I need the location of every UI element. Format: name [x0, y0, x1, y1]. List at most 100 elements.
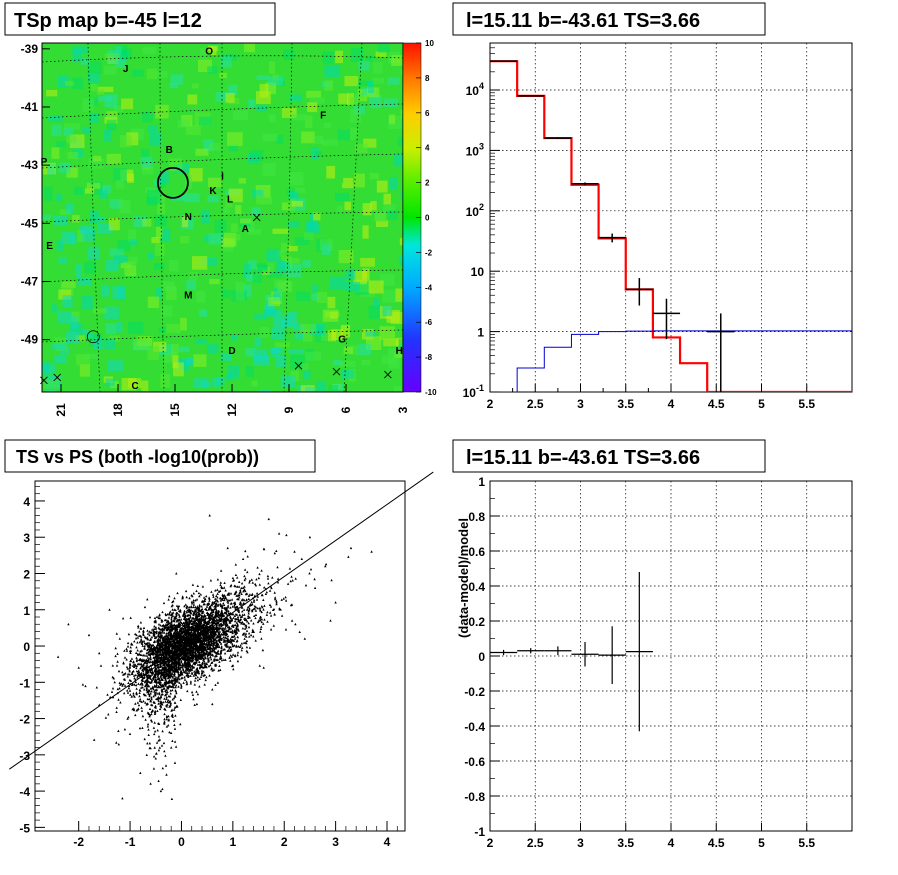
- map-cell: [58, 162, 71, 173]
- map-cell: [106, 119, 117, 131]
- spectrum-x-tick-label: 3: [577, 397, 584, 411]
- spectrum-x-tick-label: 5.5: [798, 397, 815, 411]
- map-cell: [273, 319, 285, 328]
- map-cell: [208, 177, 222, 188]
- map-cell: [207, 195, 219, 203]
- map-cell: [254, 354, 270, 367]
- map-cell: [155, 287, 162, 300]
- map-cell: [295, 237, 310, 245]
- map-cell: [280, 375, 296, 388]
- colorbar-tick-label: -2: [425, 248, 433, 257]
- map-cell: [66, 168, 78, 178]
- map-cell: [245, 347, 256, 357]
- map-cell: [160, 374, 170, 388]
- map-cell: [195, 148, 209, 156]
- map-cell: [389, 177, 398, 190]
- map-cell: [281, 107, 297, 118]
- scatter-markers: [56, 514, 373, 800]
- spectrum-x-tick-label: 5: [758, 397, 765, 411]
- map-cell: [123, 261, 136, 274]
- map-cell: [105, 378, 115, 387]
- map-cell: [59, 209, 71, 215]
- map-cell: [164, 353, 171, 364]
- map-cell: [362, 225, 369, 239]
- scatter-panel: -2 -1 0 1 2 3 4 4 3 2 1 0 -1 -2 -3 -4 -5: [19, 480, 406, 849]
- map-cell: [47, 164, 55, 175]
- map-cell: [97, 86, 114, 93]
- map-cell: [358, 344, 372, 356]
- map-cell: [316, 292, 328, 303]
- map-cell: [104, 306, 119, 319]
- map-cell: [324, 80, 334, 91]
- map-cell: [72, 50, 82, 63]
- map-cell: [316, 381, 326, 392]
- map-cell: [280, 242, 291, 253]
- map-cell: [97, 89, 105, 96]
- map-cell: [374, 212, 386, 221]
- map-cell: [203, 235, 211, 242]
- map-y-tick-label: -39: [21, 42, 39, 56]
- map-cell: [312, 284, 319, 293]
- map-cell: [251, 207, 261, 217]
- map-cell: [109, 248, 124, 257]
- map-cell: [231, 290, 247, 302]
- map-cell: [177, 358, 193, 366]
- spectrum-y-tick-label: 104: [466, 81, 484, 98]
- tick-base: 10: [463, 386, 477, 400]
- map-cell: [198, 116, 212, 126]
- map-cell: [75, 335, 85, 342]
- map-cell: [82, 228, 95, 242]
- map-cell: [156, 226, 163, 238]
- source-label-o: O: [205, 46, 213, 57]
- map-cell: [367, 80, 374, 94]
- map-cell: [171, 344, 179, 354]
- map-cell: [273, 288, 281, 302]
- map-cell: [51, 304, 58, 313]
- map-cell: [207, 344, 219, 354]
- map-cell: [69, 323, 83, 335]
- residual-x-tick-label: 5: [758, 836, 765, 850]
- map-cell: [223, 206, 230, 214]
- source-label-k: K: [209, 186, 217, 197]
- map-cell: [243, 284, 252, 297]
- map-cell: [82, 328, 90, 335]
- map-cell: [340, 325, 351, 338]
- residual-y-tick-label: -0.8: [464, 790, 485, 804]
- map-cell: [80, 58, 90, 65]
- map-cell: [104, 53, 120, 61]
- scatter-x-tick-label: 1: [230, 835, 237, 849]
- scatter-x-tick-label: 4: [384, 835, 391, 849]
- map-cell: [265, 82, 276, 95]
- map-cell: [390, 311, 403, 325]
- cross-marker: [383, 370, 392, 379]
- map-cell: [54, 355, 67, 364]
- map-cell: [307, 222, 321, 234]
- map-cell: [321, 244, 331, 255]
- ts-map-panel: O J F B P IKL N A E M G D H C 21 18 15 12 9 6 3 -39 -41 -43 -45…: [21, 39, 437, 417]
- map-cell: [350, 48, 364, 62]
- map-cell: [166, 323, 181, 334]
- map-cell: [400, 260, 403, 267]
- map-cell: [170, 74, 183, 85]
- map-cell: [322, 139, 338, 146]
- source-label-m: M: [184, 291, 192, 302]
- map-cell: [147, 125, 158, 131]
- residual-title: l=15.11 b=-43.61 TS=3.66: [466, 447, 700, 469]
- map-cell: [84, 261, 97, 274]
- map-cell: [208, 233, 223, 245]
- map-cell: [51, 343, 66, 350]
- map-cell: [173, 362, 184, 377]
- map-cell: [259, 83, 269, 98]
- map-cell: [373, 298, 380, 309]
- map-y-tick-label: -41: [21, 100, 39, 114]
- map-title: TSp map b=-45 l=12: [14, 10, 202, 32]
- map-cell: [254, 338, 261, 347]
- map-cell: [383, 98, 399, 108]
- source-label-a: A: [242, 224, 249, 235]
- map-cell: [361, 359, 371, 365]
- map-cell: [357, 80, 373, 86]
- map-cell: [265, 262, 275, 276]
- scatter-x-tick-label: -2: [73, 835, 84, 849]
- source-label-p: P: [41, 157, 48, 168]
